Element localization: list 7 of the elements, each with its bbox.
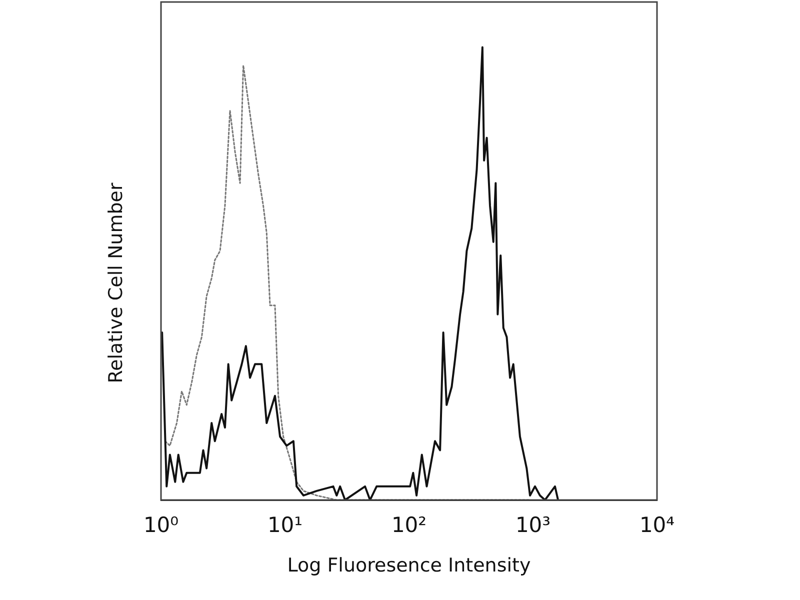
x-tick-label: 10¹ [267,513,303,538]
x-tick-label: 10³ [515,513,551,538]
y-axis-title: Relative Cell Number [104,182,127,384]
x-tick-label: 10² [391,513,427,538]
x-tick-label: 10⁰ [143,513,179,538]
x-axis-title: Log Fluoresence Intensity [287,554,531,577]
x-tick-label: 10⁴ [639,513,675,538]
